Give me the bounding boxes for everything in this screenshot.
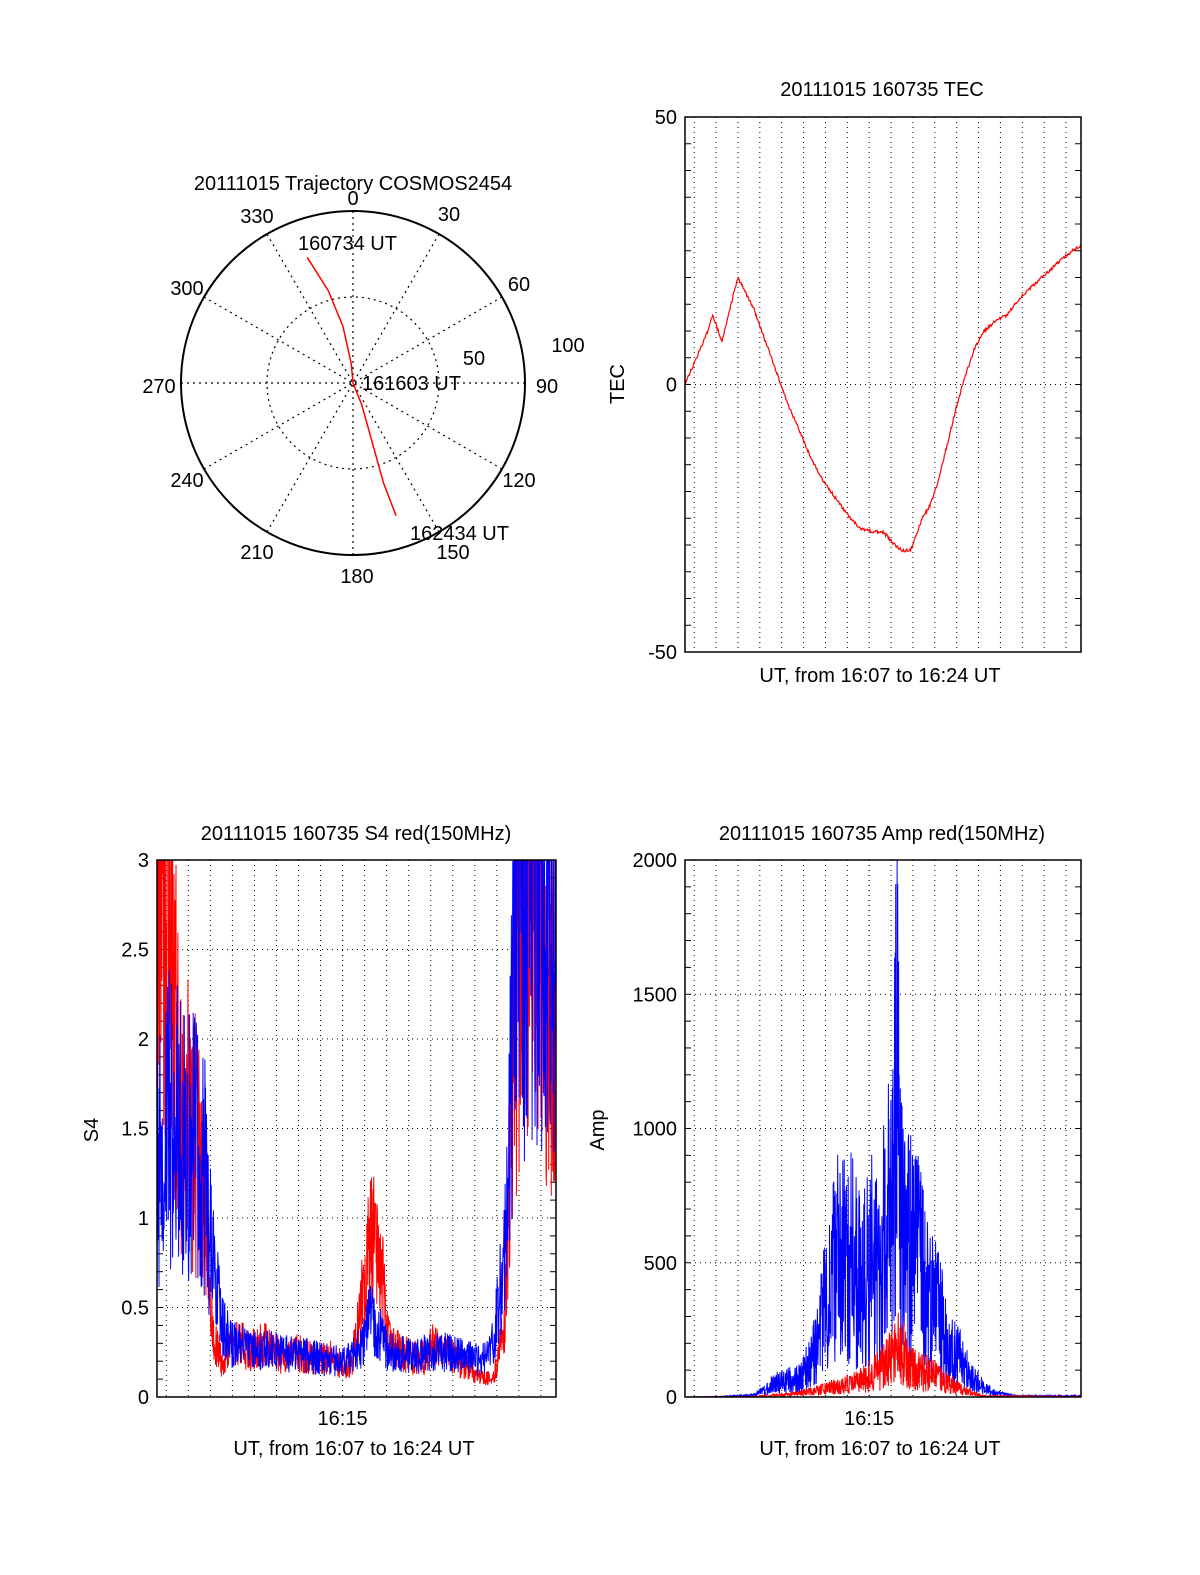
azimuth-label: 300: [170, 278, 203, 300]
azimuth-label: 150: [436, 542, 469, 564]
trajectory-polar-grid: [180, 210, 526, 556]
s4-ylabel: S4: [81, 1118, 103, 1142]
trajectory-azimuth-labels: 0 30 60 90 120 150 180 210 240 270 300 330: [142, 188, 558, 588]
amp-xlabel: UT, from 16:07 to 16:24 UT: [759, 1438, 1000, 1460]
series-group: [685, 860, 1081, 1397]
ytick-label: 2.5: [121, 940, 149, 962]
plot-frame: [684, 116, 1082, 653]
plot-frame: [684, 859, 1082, 1398]
ytick-label: 1: [138, 1208, 149, 1230]
ytick-label: 1.5: [121, 1119, 149, 1141]
amp-title: 20111015 160735 Amp red(150MHz): [719, 823, 1045, 845]
amp-plot-area: 0 500 1000 1500 2000 16:15: [633, 850, 1082, 1430]
tec-plot-area: -50 0 50: [648, 107, 1082, 664]
trajectory-title: 20111015 Trajectory COSMOS2454: [194, 173, 512, 195]
amp-panel: 20111015 160735 Amp red(150MHz) UT, from…: [587, 823, 1082, 1460]
elevation-ring-label: 100: [551, 335, 584, 357]
series-group: [157, 860, 556, 1386]
trajectory-mid-annotation: 161603 UT: [362, 373, 461, 395]
azimuth-label: 210: [240, 542, 273, 564]
ytick-label: 1500: [633, 984, 678, 1006]
azimuth-label: 60: [508, 274, 530, 296]
s4-plot-area: 0 0.5 1 1.5 2 2.5 3 16:15: [121, 850, 557, 1430]
ytick-label: 0: [666, 1387, 677, 1409]
series-line: [685, 244, 1081, 553]
ytick-label: -50: [648, 642, 677, 664]
azimuth-label: 330: [240, 206, 273, 228]
elevation-ring-label: 50: [463, 348, 485, 370]
azimuth-label: 90: [536, 376, 558, 398]
xtick-label: 16:15: [318, 1408, 368, 1430]
trajectory-annotations: 160734 UT 161603 UT 162434 UT: [298, 233, 509, 545]
ytick-label: 1000: [633, 1119, 678, 1141]
ytick-label: 0.5: [121, 1298, 149, 1320]
s4-xlabel: UT, from 16:07 to 16:24 UT: [233, 1438, 474, 1460]
tec-xlabel: UT, from 16:07 to 16:24 UT: [759, 665, 1000, 687]
azimuth-label: 0: [347, 188, 358, 210]
trajectory-end-annotation: 162434 UT: [410, 523, 509, 545]
tec-title: 20111015 160735 TEC: [780, 79, 984, 101]
ytick-label: 2000: [633, 850, 678, 872]
series-line: [157, 860, 556, 1377]
amp-ylabel: Amp: [587, 1109, 609, 1150]
ytick-label: 3: [138, 850, 149, 872]
trajectory-series: [306, 256, 397, 516]
azimuth-label: 270: [142, 376, 175, 398]
series-group: [685, 244, 1081, 553]
ytick-label: 50: [655, 107, 677, 129]
azimuth-label: 180: [340, 566, 373, 588]
ytick-label: 2: [138, 1029, 149, 1051]
azimuth-label: 30: [438, 204, 460, 226]
series-line: [685, 860, 1081, 1397]
trajectory-track-line: [306, 256, 397, 516]
xtick-label: 16:15: [844, 1408, 894, 1430]
plot-frame: [156, 859, 557, 1398]
azimuth-label: 120: [502, 470, 535, 492]
tec-panel: 20111015 160735 TEC UT, from 16:07 to 16…: [607, 79, 1082, 687]
trajectory-ring-labels: 50 100: [463, 335, 585, 370]
azimuth-label: 240: [170, 470, 203, 492]
tec-ylabel: TEC: [607, 364, 629, 404]
s4-panel: 20111015 160735 S4 red(150MHz) UT, from …: [81, 823, 557, 1460]
ytick-label: 0: [138, 1387, 149, 1409]
s4-title: 20111015 160735 S4 red(150MHz): [201, 823, 512, 845]
ytick-label: 500: [644, 1253, 677, 1275]
series-line: [685, 1312, 1081, 1397]
ytick-label: 0: [666, 375, 677, 397]
trajectory-panel: 20111015 Trajectory COSMOS2454 0 30 60 90 12…: [142, 173, 584, 588]
trajectory-start-annotation: 160734 UT: [298, 233, 397, 255]
